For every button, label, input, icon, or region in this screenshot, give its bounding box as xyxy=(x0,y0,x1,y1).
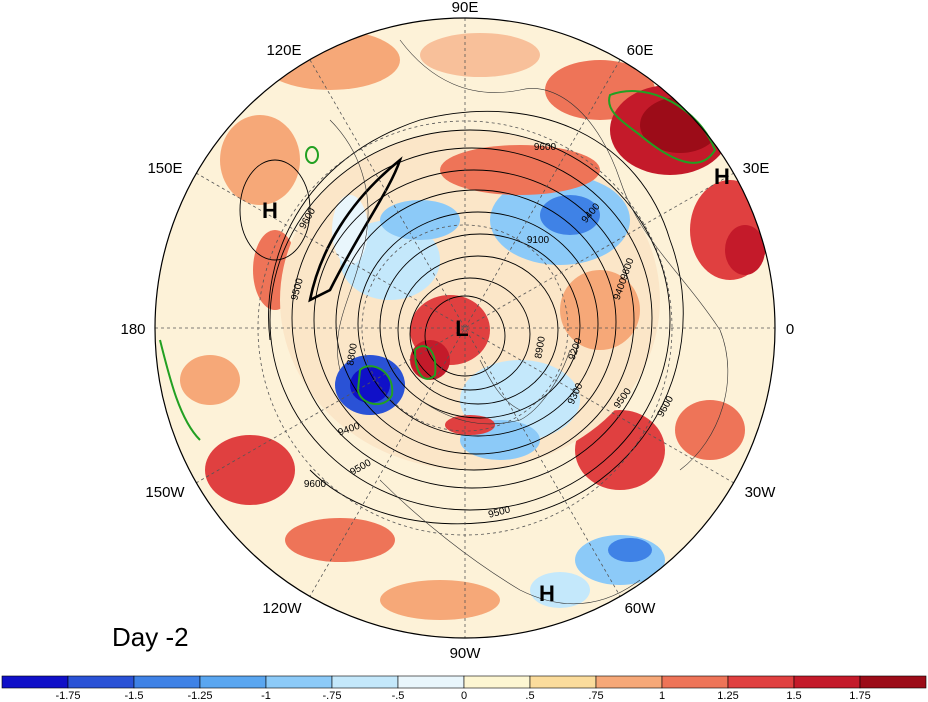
colorbar-swatch xyxy=(859,675,927,689)
colorbar-swatch xyxy=(265,675,333,689)
lon-label-120e: 120E xyxy=(266,42,301,59)
contour-label: 8800 xyxy=(345,342,360,366)
contour-label: 8900 xyxy=(533,335,548,359)
colorbar-tick-label: 1.75 xyxy=(849,690,870,702)
colorbar-swatch xyxy=(397,675,465,689)
colorbar-tick-label: 1.5 xyxy=(786,690,801,702)
lon-label-30e: 30E xyxy=(743,160,770,177)
colorbar-tick-label: .5 xyxy=(525,690,534,702)
colorbar: -1.75 -1.5 -1.25 -1 -.75 -.5 0 .5 .75 1 1.25 1.5 1.7… xyxy=(1,675,927,702)
colorbar-swatch xyxy=(463,675,531,689)
significance-contours xyxy=(159,90,717,441)
colorbar-swatch xyxy=(793,675,861,689)
colorbar-swatch xyxy=(331,675,399,689)
height-contours xyxy=(239,110,684,525)
lon-label-0: 0 xyxy=(786,321,794,338)
low-center-marker: L xyxy=(455,316,468,341)
lon-label-30w: 30W xyxy=(745,484,777,501)
pressure-centers: H H L H xyxy=(262,164,730,606)
colorbar-tick-label: -.5 xyxy=(392,690,405,702)
contour-label: 9600 xyxy=(534,142,557,153)
coastlines xyxy=(329,39,729,605)
lon-label-90w: 90W xyxy=(450,645,482,662)
colorbar-tick-label: -1.25 xyxy=(187,690,212,702)
colorbar-tick-label: 0 xyxy=(461,690,467,702)
lon-label-60w: 60W xyxy=(625,600,657,617)
colorbar-tick-label: -.75 xyxy=(323,690,342,702)
colorbar-swatch xyxy=(529,675,597,689)
colorbar-swatch xyxy=(67,675,135,689)
lon-label-180: 180 xyxy=(120,321,145,338)
colorbar-swatch xyxy=(199,675,267,689)
colorbar-swatch xyxy=(595,675,663,689)
lon-label-150w: 150W xyxy=(145,484,185,501)
anomaly-shading xyxy=(155,18,775,638)
colorbar-tick-label: -1.5 xyxy=(125,690,144,702)
contour-label: 9600 xyxy=(304,479,327,490)
colorbar-swatch xyxy=(1,675,69,689)
colorbar-tick-label: -1.75 xyxy=(55,690,80,702)
high-center-marker: H xyxy=(262,198,278,223)
bold-contour xyxy=(308,156,403,303)
graticule xyxy=(155,18,775,638)
map-boundary xyxy=(154,17,776,639)
high-center-marker: H xyxy=(714,164,730,189)
colorbar-tick-label: 1 xyxy=(659,690,665,702)
colorbar-tick-label: -1 xyxy=(261,690,271,702)
high-center-marker: H xyxy=(539,581,555,606)
lon-label-120w: 120W xyxy=(262,600,302,617)
colorbar-swatch xyxy=(661,675,729,689)
longitude-labels: 90E 120E 60E 150E 30E 180 0 150W 30W 120… xyxy=(120,0,794,662)
lon-label-90e: 90E xyxy=(452,0,479,16)
colorbar-swatch xyxy=(727,675,795,689)
lon-label-60e: 60E xyxy=(627,42,654,59)
panel-label: Day -2 xyxy=(112,622,189,652)
lon-label-150e: 150E xyxy=(147,160,182,177)
colorbar-tick-label: 1.25 xyxy=(717,690,738,702)
colorbar-tick-label: .75 xyxy=(588,690,603,702)
contour-label: 9100 xyxy=(527,235,550,246)
colorbar-swatch xyxy=(133,675,201,689)
